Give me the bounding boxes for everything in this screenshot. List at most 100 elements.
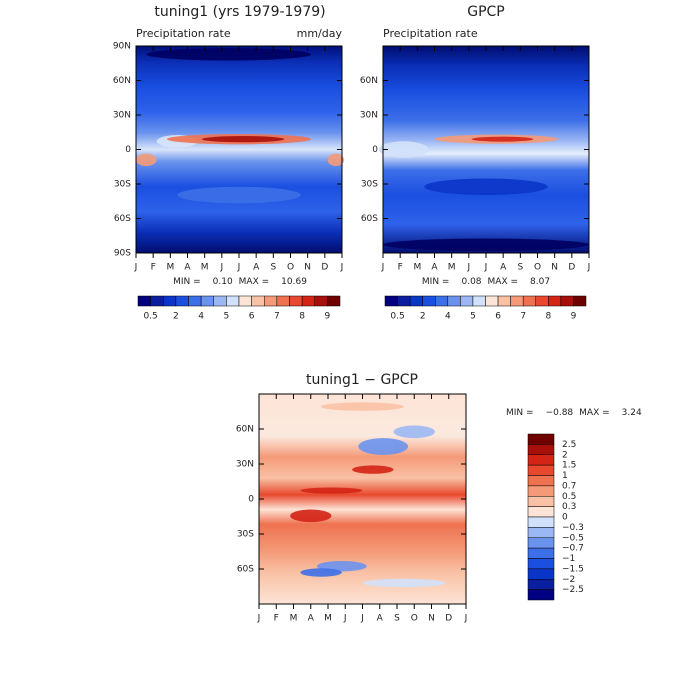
colorbar-box: [527, 547, 555, 559]
contour-region: [378, 141, 429, 158]
colorbar-label: −0.5: [562, 533, 584, 543]
y-tick-label: 60N: [113, 76, 131, 86]
y-tick-label: 30N: [360, 111, 378, 121]
x-tick-label: M: [413, 263, 421, 273]
colorbar-box: [527, 485, 555, 497]
y-tick-label: 60S: [361, 214, 378, 224]
colorbar-label: 2: [173, 312, 179, 322]
x-tick-label: D: [445, 614, 452, 624]
contour-region: [300, 568, 342, 577]
y-tick-label: 30N: [236, 460, 254, 470]
stat-name: MIN =: [422, 277, 450, 287]
x-tick-label: M: [324, 614, 332, 624]
contour-region: [177, 186, 301, 204]
x-tick-label: A: [253, 263, 260, 273]
x-tick-label: A: [308, 614, 315, 624]
x-tick-label: D: [321, 263, 328, 273]
x-tick-label: M: [201, 263, 209, 273]
y-tick-label: 30S: [114, 180, 131, 190]
colorbar-box: [548, 295, 562, 307]
contour-region: [383, 238, 589, 251]
x-tick-label: J: [467, 263, 471, 273]
field-label: Precipitation rate: [383, 27, 478, 40]
contour-region: [146, 48, 312, 61]
stat-value: 0.10: [213, 277, 233, 287]
panel-title: tuning1 (yrs 1979-1979): [154, 4, 325, 20]
x-tick-label: A: [431, 263, 438, 273]
colorbar-box: [527, 516, 555, 528]
colorbar-label: 0.5: [143, 312, 157, 322]
x-tick-label: J: [381, 263, 385, 273]
colorbar-box: [497, 295, 511, 307]
colorbar-box: [527, 506, 555, 518]
colorbar-box: [560, 295, 574, 307]
colorbar-label: 9: [571, 312, 577, 322]
y-tick-label: 0: [248, 495, 254, 505]
colorbar-box: [276, 295, 290, 307]
colorbar-box: [422, 295, 436, 307]
x-tick-label: J: [220, 263, 224, 273]
colorbar-box: [301, 295, 315, 307]
x-tick-label: O: [411, 614, 418, 624]
stat-value: 8.07: [530, 277, 550, 287]
colorbar-box: [397, 295, 411, 307]
colorbar-box: [527, 527, 555, 538]
x-tick-label: M: [448, 263, 456, 273]
colorbar-box: [510, 295, 524, 307]
x-tick-label: J: [464, 614, 468, 624]
colorbar-box: [327, 295, 341, 307]
colorbar-box: [472, 295, 486, 307]
stat-name: MIN =: [173, 277, 201, 287]
colorbar-box: [573, 295, 587, 307]
colorbar-box: [527, 558, 555, 570]
colorbar-box: [527, 464, 555, 476]
panel-title: tuning1 − GPCP: [306, 372, 418, 388]
colorbar-box: [314, 295, 328, 307]
x-tick-label: J: [257, 614, 261, 624]
contour-region: [393, 425, 435, 439]
x-tick-label: J: [340, 263, 344, 273]
colorbar-box: [527, 444, 555, 455]
colorbar-box: [535, 295, 549, 307]
x-tick-label: F: [151, 263, 156, 273]
contour-region: [362, 578, 446, 588]
stat-name: MAX =: [488, 277, 519, 287]
x-tick-label: O: [534, 263, 541, 273]
x-tick-label: J: [587, 263, 591, 273]
contour-region: [424, 178, 548, 196]
colorbar-label: −1.5: [562, 564, 584, 574]
contour-region: [471, 136, 534, 142]
colorbar-label: 2.5: [562, 440, 576, 450]
x-tick-label: J: [237, 263, 241, 273]
colorbar-label: 0.3: [562, 502, 576, 512]
colorbar: 0.5 2 4 5 6 7 8 9: [137, 295, 341, 322]
x-tick-label: A: [500, 263, 507, 273]
y-tick-label: 30S: [237, 530, 254, 540]
x-tick-label: A: [377, 614, 384, 624]
x-tick-label: N: [428, 614, 435, 624]
colorbar-label: 7: [520, 312, 526, 322]
colorbar-box: [238, 295, 252, 307]
y-tick-label: 60N: [360, 76, 378, 86]
field-label: Precipitation rate: [136, 27, 231, 40]
panel-title: GPCP: [467, 4, 505, 20]
stat-value: 0.08: [461, 277, 481, 287]
x-tick-label: M: [166, 263, 174, 273]
colorbar-label: 0.7: [562, 481, 576, 491]
colorbar-label: 0.5: [390, 312, 404, 322]
colorbar: 0.5 2 4 5 6 7 8 9: [384, 295, 587, 322]
colorbar-label: 7: [274, 312, 280, 322]
contour-region: [136, 153, 157, 167]
colorbar-box: [188, 295, 202, 307]
colorbar-box: [527, 475, 555, 487]
y-tick-label: 90S: [114, 249, 131, 259]
colorbar-box: [527, 454, 555, 466]
colorbar-label: 2: [420, 312, 426, 322]
x-tick-label: F: [274, 614, 279, 624]
contour-region: [201, 136, 285, 143]
colorbar-label: 9: [325, 312, 331, 322]
stat-value: −0.88: [546, 408, 574, 418]
colorbar-box: [409, 295, 423, 307]
